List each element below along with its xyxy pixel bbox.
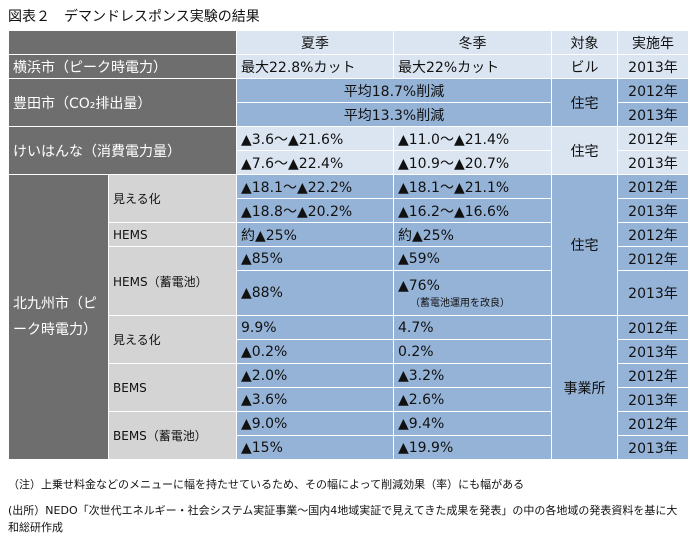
year: 2012年 — [617, 222, 689, 247]
cell: ▲9.4% — [393, 411, 552, 436]
region: 横浜市（ピーク時電力） — [8, 54, 237, 79]
cell: 4.7% — [393, 315, 552, 340]
header: 実施年 — [617, 30, 689, 55]
cell: ▲10.9～▲20.7% — [393, 150, 552, 175]
year: 2012年 — [617, 174, 689, 199]
cell: 平均18.7%削減 — [236, 78, 552, 103]
cell: 平均13.3%削減 — [236, 102, 552, 127]
cell: ▲2.0% — [236, 363, 394, 388]
cell: ▲2.6% — [393, 387, 552, 412]
measure: 見える化 — [108, 315, 237, 364]
cell-value: ▲76% — [398, 277, 440, 294]
cell: ▲0.2% — [236, 339, 394, 364]
cell: 9.9% — [236, 315, 394, 340]
year: 2012年 — [617, 363, 689, 388]
measure: 見える化 — [108, 174, 237, 223]
results-table: 夏季 冬季 対象 実施年 横浜市（ピーク時電力） 最大22.8%カット 最大22… — [8, 30, 689, 460]
region: 豊田市（CO₂排出量） — [8, 78, 237, 127]
year: 2012年 — [617, 411, 689, 436]
cell: 約▲25% — [236, 222, 394, 247]
year: 2013年 — [617, 54, 689, 79]
cell: ▲15% — [236, 435, 394, 460]
target: ビル — [551, 54, 618, 79]
year: 2012年 — [617, 315, 689, 340]
cell: ▲3.6% — [236, 387, 394, 412]
year: 2012年 — [617, 126, 689, 151]
measure: HEMS（蓄電池） — [108, 246, 237, 316]
header: 冬季 — [393, 30, 552, 55]
region: 北九州市（ピーク時電力） — [8, 174, 109, 460]
cell: ▲7.6～▲22.4% — [236, 150, 394, 175]
cell: ▲3.2% — [393, 363, 552, 388]
source: (出所）NEDO「次世代エネルギー・社会システム実証事業～国内4地域実証で見えて… — [8, 504, 678, 534]
target: 住宅 — [551, 78, 618, 127]
cell: 約▲25% — [393, 222, 552, 247]
target: 事業所 — [551, 315, 618, 460]
cell: ▲59% — [393, 246, 552, 271]
year: 2013年 — [617, 102, 689, 127]
cell: ▲9.0% — [236, 411, 394, 436]
cell: ▲3.6～▲21.6% — [236, 126, 394, 151]
cell: ▲88% — [236, 270, 394, 316]
year: 2012年 — [617, 78, 689, 103]
cell-note: （蓄電池運用を改良） — [410, 297, 510, 309]
cell: ▲18.8～▲20.2% — [236, 198, 394, 223]
cell: ▲85% — [236, 246, 394, 271]
note: （注）上乗せ料金などのメニューに幅を持たせているため、その幅によって削減効果（率… — [8, 478, 525, 491]
title: 図表２ デマンドレスポンス実験の結果 — [8, 9, 260, 25]
year: 2013年 — [617, 387, 689, 412]
year: 2013年 — [617, 150, 689, 175]
measure: HEMS — [108, 222, 237, 247]
measure: BEMS（蓄電池） — [108, 411, 237, 460]
target: 住宅 — [551, 126, 618, 175]
year: 2013年 — [617, 339, 689, 364]
header: 夏季 — [236, 30, 394, 55]
cell: ▲19.9% — [393, 435, 552, 460]
cell: 最大22%カット — [393, 54, 552, 79]
year: 2012年 — [617, 246, 689, 271]
year: 2013年 — [617, 198, 689, 223]
cell: ▲16.2～▲16.6% — [393, 198, 552, 223]
cell: 最大22.8%カット — [236, 54, 394, 79]
target: 住宅 — [551, 174, 618, 316]
cell: ▲11.0～▲21.4% — [393, 126, 552, 151]
measure: BEMS — [108, 363, 237, 412]
cell: ▲18.1～▲22.2% — [236, 174, 394, 199]
cell: 0.2% — [393, 339, 552, 364]
corner — [8, 30, 237, 55]
year: 2013年 — [617, 270, 689, 316]
cell: ▲18.1～▲21.1% — [393, 174, 552, 199]
cell: ▲76% （蓄電池運用を改良） — [393, 270, 552, 316]
region: けいはんな（消費電力量） — [8, 126, 237, 175]
header: 対象 — [551, 30, 618, 55]
year: 2013年 — [617, 435, 689, 460]
